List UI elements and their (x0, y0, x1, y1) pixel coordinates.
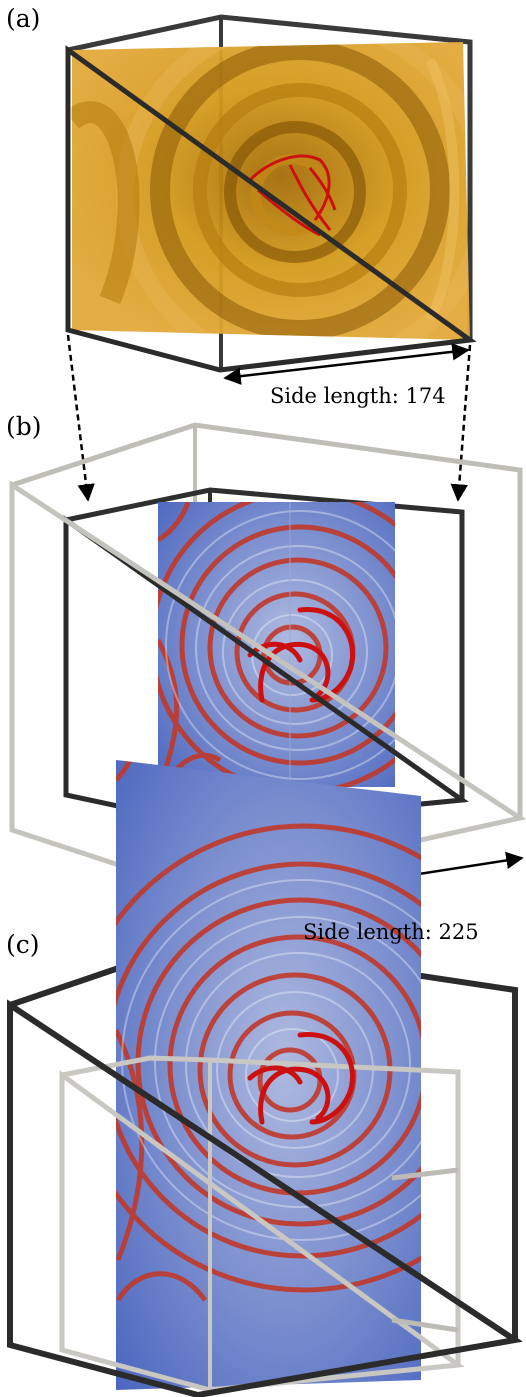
panel-c-cubes (7, 760, 523, 1397)
filament-c (247, 1032, 356, 1125)
side-length-label-b: Side length: 225 (303, 920, 479, 944)
zoom-arrow-right (450, 344, 472, 502)
panel-label-b: (b) (6, 412, 42, 441)
panel-label-a: (a) (6, 4, 41, 33)
slice-b (158, 502, 395, 787)
filament-a (248, 154, 337, 237)
slice-c (116, 760, 421, 1390)
cube-a-back-edges (67, 14, 473, 340)
panel-a-cube (65, 14, 477, 373)
side-length-arrow-a (223, 343, 470, 385)
side-length-label-a: Side length: 174 (270, 384, 446, 408)
cube-a-front-edges (65, 45, 477, 373)
zoom-arrow-left (66, 334, 95, 502)
panel-label-c: (c) (6, 930, 40, 959)
isosurface (70, 42, 470, 340)
